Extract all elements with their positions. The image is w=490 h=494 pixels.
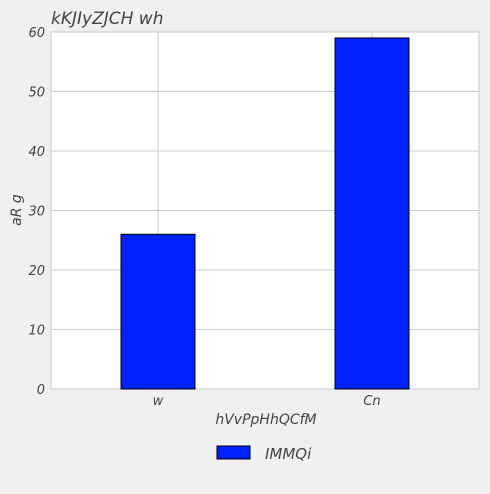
x-tick-label: Cn	[363, 394, 380, 409]
y-tick-label: 40	[28, 145, 45, 160]
y-axis-label: aR g	[9, 194, 25, 226]
bar	[334, 37, 410, 390]
y-tick-label: 0	[37, 383, 45, 398]
y-tick-label: 30	[28, 205, 45, 220]
bar	[120, 233, 196, 390]
y-tick-label: 60	[28, 26, 45, 41]
chart-title: kKJIyZJCH wh	[51, 9, 163, 29]
legend-swatch	[216, 445, 251, 460]
legend: IMMQi	[216, 445, 312, 463]
y-tick-labels: 0 10 20 30 40 50 60	[28, 26, 45, 398]
y-tick-label: 20	[28, 264, 45, 279]
x-tick-label: w	[153, 394, 164, 409]
legend-label: IMMQi	[265, 445, 312, 463]
bars-group	[120, 37, 410, 390]
y-tick-label: 50	[28, 86, 45, 101]
y-tick-label: 10	[28, 324, 45, 339]
x-axis-label: hVvPpHhQCfM	[215, 412, 316, 428]
x-tick-labels: w Cn	[153, 394, 381, 409]
